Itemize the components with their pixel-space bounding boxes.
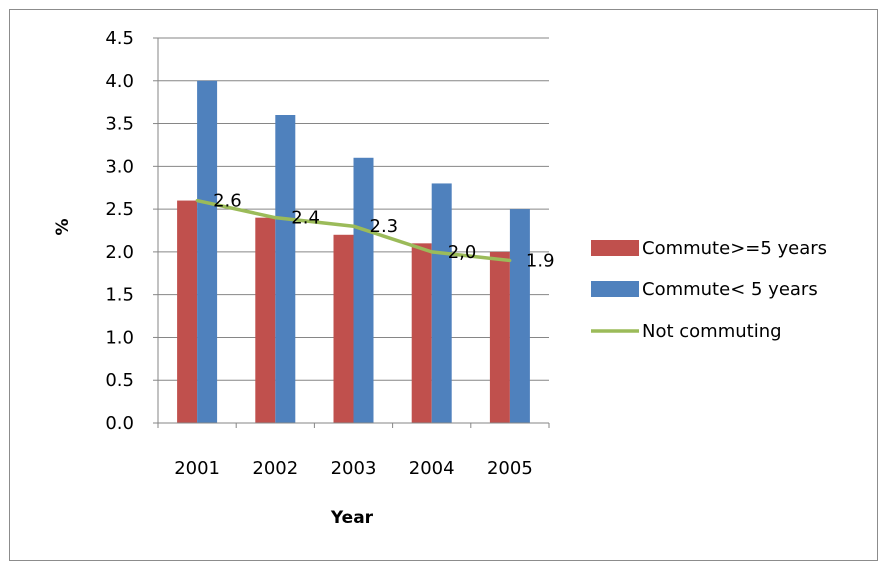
y-tick-label: 1.5 bbox=[105, 285, 134, 306]
line-point bbox=[273, 216, 277, 220]
x-tick-label: 2004 bbox=[409, 458, 455, 479]
data-label: 2.4 bbox=[291, 208, 320, 229]
bar bbox=[275, 115, 296, 423]
data-label: 2.6 bbox=[213, 191, 242, 212]
y-axis-title: % bbox=[53, 218, 73, 235]
y-tick-label: 0.0 bbox=[105, 413, 134, 434]
line-point bbox=[352, 224, 355, 228]
x-tick-label: 2003 bbox=[331, 458, 377, 479]
bar bbox=[411, 243, 432, 423]
bar bbox=[197, 80, 218, 424]
x-tick-label: 2001 bbox=[174, 458, 220, 479]
data-label: 2.3 bbox=[370, 216, 399, 237]
legend-label: Commute>=5 years bbox=[642, 238, 827, 259]
axes bbox=[157, 38, 550, 428]
bar bbox=[509, 209, 530, 423]
y-tick-label: 1.0 bbox=[105, 327, 134, 348]
y-tick-label: 4.0 bbox=[105, 71, 134, 92]
y-tick-label: 3.0 bbox=[105, 156, 134, 177]
bar bbox=[177, 200, 198, 423]
y-tick-label: 2.5 bbox=[105, 199, 134, 220]
legend-label: Not commuting bbox=[642, 321, 782, 342]
y-tick-label: 0.5 bbox=[105, 370, 134, 391]
x-axis-title: Year bbox=[330, 508, 374, 528]
x-tick-label: 2002 bbox=[252, 458, 298, 479]
y-tick-label: 3.5 bbox=[105, 114, 134, 135]
line-point bbox=[195, 199, 199, 203]
not-commuting-line bbox=[195, 198, 512, 263]
y-tick-label: 4.5 bbox=[105, 28, 134, 49]
bar bbox=[255, 217, 276, 423]
data-labels: 2.6 2.4 2.3 2,0 1.9 bbox=[213, 191, 554, 272]
x-axis-ticks: 2001 2002 2003 2004 2005 bbox=[174, 458, 533, 479]
y-axis-ticks: 0.0 0.5 1.0 1.5 2.0 2.5 3.0 3.5 4.0 4.5 bbox=[105, 28, 158, 434]
y-tick-label: 2.0 bbox=[105, 242, 134, 263]
data-label: 1.9 bbox=[526, 250, 555, 271]
bar bbox=[431, 183, 452, 423]
bars bbox=[177, 80, 530, 424]
legend: Commute>=5 years Commute< 5 years Not comm… bbox=[591, 238, 827, 342]
bar bbox=[489, 251, 510, 423]
data-label: 2,0 bbox=[448, 242, 477, 263]
legend-label: Commute< 5 years bbox=[642, 279, 818, 300]
legend-swatch bbox=[591, 281, 639, 297]
line-point bbox=[430, 250, 434, 254]
x-tick-label: 2005 bbox=[487, 458, 533, 479]
bar bbox=[353, 157, 374, 423]
bar bbox=[333, 234, 354, 423]
line-point bbox=[508, 258, 512, 262]
legend-swatch bbox=[591, 240, 639, 256]
